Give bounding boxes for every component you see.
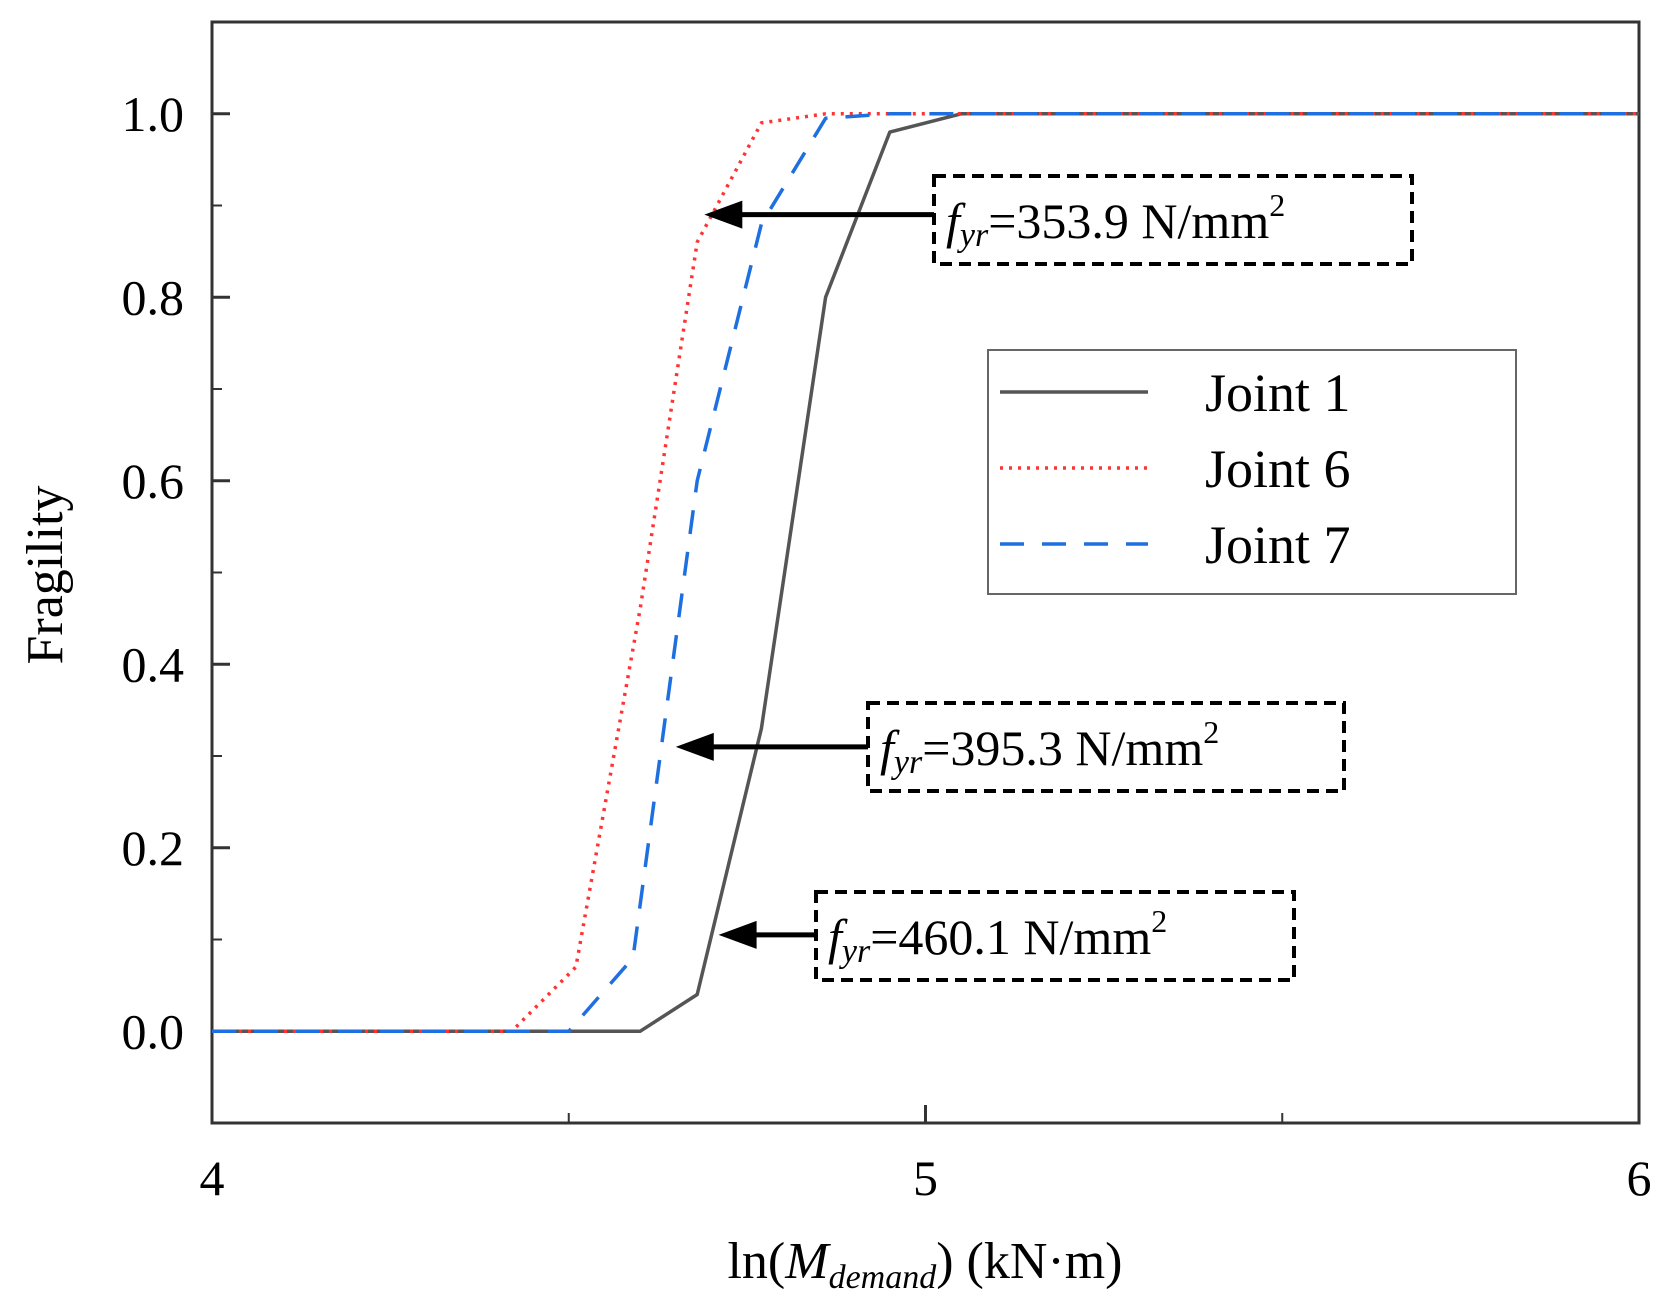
axis-ticks: 0.0 0.2 0.4 0.6 0.8 1.0 4 5 6 [122,86,1652,1206]
y-tick-label: 0.2 [122,820,185,876]
x-axis-title-suffix: ) (kN·m) [936,1233,1122,1290]
y-tick-label: 0.6 [122,453,185,509]
annotation-arrowhead [704,200,743,229]
x-axis-title-subscript: demand [829,1259,938,1296]
x-axis-title-symbol: M [784,1233,831,1290]
y-tick-label: 0.0 [122,1003,185,1059]
y-tick-label: 1.0 [122,86,185,142]
y-tick-label: 0.4 [122,636,185,692]
x-tick-label: 6 [1627,1150,1652,1206]
legend-label: Joint 6 [1205,439,1351,499]
annotation-label: fyr=353.9 N/mm2 [946,187,1285,254]
annotation-label: fyr=395.3 N/mm2 [880,714,1219,781]
series-layer [212,112,1639,1034]
annotations: fyr=353.9 N/mm2 fyr=395.3 N/mm2 fyr=460.1 … [675,174,1414,982]
annotation-arrowhead [675,732,714,761]
x-axis-title-prefix: ln( [727,1233,785,1290]
series-line-joint-3 [212,112,1639,1034]
annotation-label: fyr=460.1 N/mm2 [828,903,1167,970]
x-tick-label: 5 [913,1150,938,1206]
annotation-box [932,174,1414,266]
annotation-3: fyr=460.1 N/mm2 [718,890,1296,982]
annotation-box [814,890,1296,982]
y-tick-label: 0.8 [122,269,185,325]
annotation-2: fyr=395.3 N/mm2 [675,701,1346,793]
x-tick-label: 4 [200,1150,225,1206]
annotation-1: fyr=353.9 N/mm2 [704,174,1414,266]
x-axis-title: ln(Mdemand) (kN·m) [727,1233,1122,1296]
series-line-joint-1 [212,112,1639,1034]
y-axis-title: Fragility [17,485,74,664]
legend-label: Joint 1 [1205,363,1351,423]
legend: Joint 1 Joint 6 Joint 7 [987,349,1517,595]
annotation-arrowhead [718,920,757,949]
legend-items: Joint 1 Joint 6 Joint 7 [1000,363,1351,575]
legend-label: Joint 7 [1205,515,1351,575]
annotation-box [866,701,1346,793]
